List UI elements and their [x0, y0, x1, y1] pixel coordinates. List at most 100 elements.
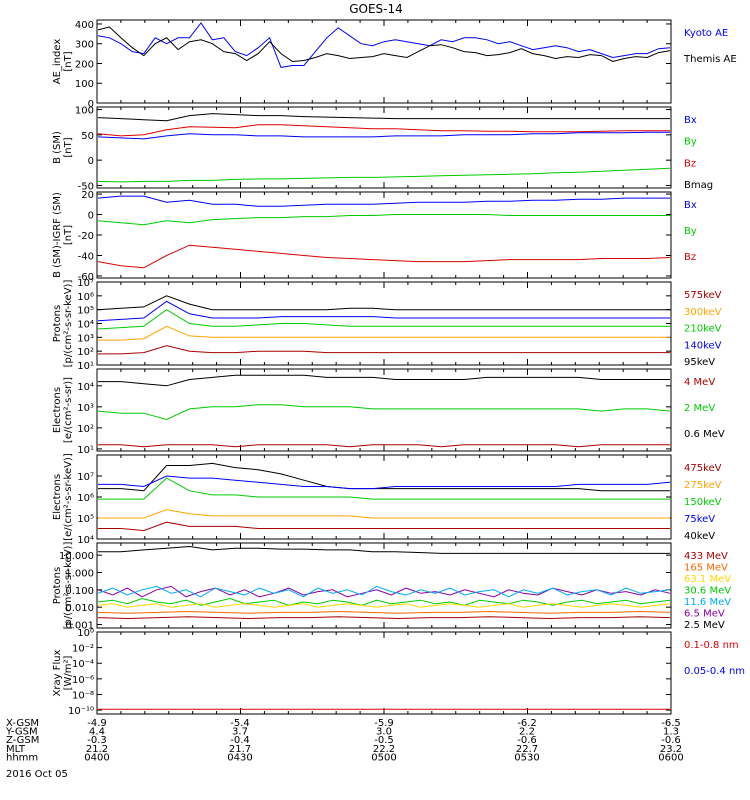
y-tick-label: 200 [75, 59, 94, 70]
series-433-mev [97, 616, 671, 620]
legend-by: By [684, 137, 697, 148]
legend-0-6-mev: 0.6 MeV [684, 429, 725, 440]
footer-value: 0500 [371, 752, 396, 763]
y-tick-label: 10² [77, 347, 94, 358]
series-275kev [98, 509, 670, 519]
panel-frame [96, 19, 672, 104]
y-tick-label: 300 [75, 40, 94, 51]
series-63-1-mev [97, 603, 671, 608]
series-140kev [97, 300, 670, 322]
y-tick-label: 10.000 [59, 551, 94, 562]
footer-value: 3.7 [232, 727, 248, 738]
series-210kev [97, 309, 670, 330]
y-tick-label: -50 [78, 181, 94, 192]
y-tick-label: 50 [81, 131, 94, 142]
footer-label: MLT [6, 744, 26, 755]
footer-label: Z-GSM [6, 735, 39, 746]
y-tick-label: 10² [77, 424, 94, 435]
y-tick-label: 0 [88, 156, 94, 167]
panel-frame [96, 631, 672, 715]
legend-bz: Bz [684, 252, 696, 263]
legend-30-6-mev: 30.6 MeV [684, 586, 731, 597]
footer-value: 4.4 [89, 727, 105, 738]
y-axis-label: Protons [52, 567, 63, 604]
plot-title: GOES-14 [349, 2, 403, 16]
footer-value: 22.7 [516, 744, 538, 755]
footer-value: -0.3 [87, 735, 107, 746]
series-475kev [98, 521, 670, 532]
panel-frame [96, 454, 672, 540]
y-tick-label: 10⁶ [77, 493, 94, 504]
footer-value: 22.2 [373, 744, 395, 755]
series-kyoto-ae [97, 22, 671, 68]
series-95kev [97, 295, 670, 311]
legend-6-5-mev: 6.5 MeV [684, 609, 725, 620]
y-tick-label: 10⁻² [72, 644, 94, 655]
y-tick-label: 10¹ [77, 445, 94, 456]
y-tick-label: -60 [78, 272, 94, 283]
y-axis-label: Protons [52, 305, 63, 342]
y-tick-label: 20 [81, 190, 94, 201]
series-2-5-mev [98, 545, 670, 554]
y-tick-label: 100 [75, 79, 94, 90]
legend-63-1-mev: 63.1 MeV [684, 574, 731, 585]
y-axis-label: [nT] [63, 225, 74, 245]
legend-433-mev: 433 MeV [684, 551, 728, 562]
y-tick-label: 10⁷ [77, 472, 94, 483]
series-150kev [98, 477, 670, 500]
footer-label: Y-GSM [5, 727, 38, 738]
legend-150kev: 150keV [684, 497, 722, 508]
series-0-6-mev [98, 374, 670, 387]
y-axis-label: [p/(cm²-s-sr-keV)] [63, 542, 74, 630]
y-axis-label: [p/(cm²-s-sr-keV)] [63, 280, 74, 368]
y-tick-label: 10⁴ [77, 320, 94, 331]
panel-bsm: -50 0 50 100 B (SM) [nT] Bx By Bz Bmag [52, 106, 713, 193]
footer-value: -0.5 [374, 735, 394, 746]
panel-frame [96, 542, 672, 629]
footer-value: -4.9 [87, 718, 107, 729]
y-tick-label: 0.001 [65, 621, 94, 632]
footer-value: 0530 [514, 752, 539, 763]
footer-value: -6.5 [661, 718, 681, 729]
y-tick-label: 10⁵ [77, 514, 94, 525]
series-4-mev [98, 444, 670, 448]
series-themis-ae [97, 26, 671, 63]
series-40kev [98, 462, 670, 492]
y-tick-label: 10⁶ [77, 292, 94, 303]
series-75kev [98, 475, 671, 490]
y-axis-label: Xray Flux [52, 649, 63, 696]
series-bz [97, 244, 671, 269]
series-bmag [97, 113, 670, 122]
footer-value: 0430 [227, 752, 252, 763]
legend-bz: Bz [684, 158, 696, 169]
y-tick-label: 10⁻⁸ [72, 690, 94, 701]
series-bx [97, 195, 670, 207]
footer-value: 3.0 [376, 727, 392, 738]
panel-frame [96, 106, 672, 189]
legend-bx: Bx [684, 200, 697, 211]
ephemeris-footer: X-GSM -4.9 -5.4 -5.9 -6.2 -6.5 Y-GSM 4.4 3.7 3.0 2… [5, 718, 684, 780]
footer-label: X-GSM [6, 718, 39, 729]
y-axis-label: AE_index [52, 39, 63, 85]
footer-value: -5.4 [230, 718, 250, 729]
legend-95kev: 95keV [684, 357, 715, 368]
y-axis-label: B (SM)-IGRF (SM) [52, 192, 63, 278]
panel-frame [96, 191, 672, 279]
footer-value: 21.2 [86, 744, 108, 755]
y-axis-label: Electrons [52, 474, 63, 520]
panel-electrons2: 10⁴ 10⁵ 10⁶ 10⁷ Electrons [e/(cm²-s-sr-keV)] 4… [52, 453, 722, 546]
legend-475kev: 475keV [684, 463, 722, 474]
legend-0-05-0-4-nm: 0.05-0.4 nm [684, 666, 745, 677]
panel-electrons1: 10¹ 10² 10³ 10⁴ Electrons [e/(cm²-s-sr)] 4 MeV… [52, 368, 725, 456]
legend-165-mev: 165 MeV [684, 563, 728, 574]
legend-575kev: 575keV [684, 290, 722, 301]
legend-275kev: 275keV [684, 480, 722, 491]
y-tick-label: 0 [88, 99, 94, 110]
footer-label: hhmm [6, 752, 38, 763]
legend-210kev: 210keV [684, 324, 722, 335]
legend-75kev: 75keV [684, 514, 715, 525]
legend-300kev: 300keV [684, 307, 722, 318]
y-tick-label: 10⁷ [77, 278, 94, 289]
